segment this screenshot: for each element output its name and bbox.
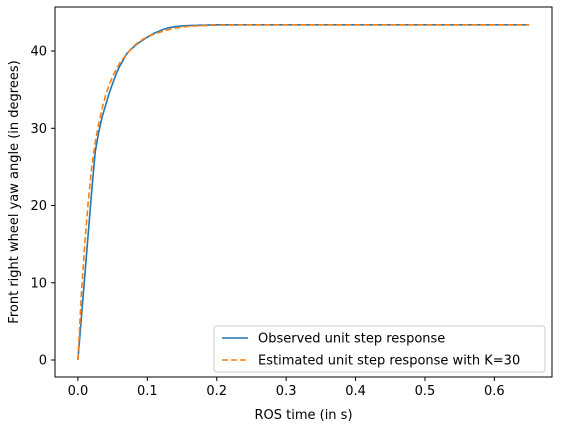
y-axis-label: Front right wheel yaw angle (in degrees): [7, 60, 22, 323]
legend: Observed unit step response Estimated un…: [213, 325, 546, 373]
axes-background: [55, 7, 552, 377]
x-axis-label: ROS time (in s): [254, 408, 352, 423]
y-tick-label: 40: [30, 45, 47, 60]
plot-area: [54, 6, 553, 378]
series-layer: [77, 23, 530, 361]
axes-frame: [54, 6, 553, 378]
y-tick-label: 10: [30, 276, 47, 291]
legend-label-estimated: Estimated unit step response with K=30: [258, 354, 520, 369]
series-line-estimated: [77, 23, 530, 361]
y-axis: 0 10 20 30 40: [30, 45, 55, 369]
x-tick-label: 0.5: [415, 384, 436, 399]
legend-box: [213, 325, 546, 373]
x-tick-label: 0.3: [276, 384, 297, 399]
x-tick-label: 0.6: [484, 384, 505, 399]
x-tick-label: 0.0: [68, 384, 89, 399]
x-tick-label: 0.4: [345, 384, 366, 399]
x-tick-label: 0.2: [206, 384, 227, 399]
y-tick-label: 30: [30, 122, 47, 137]
legend-label-observed: Observed unit step response: [258, 332, 445, 347]
x-axis: 0.0 0.1 0.2 0.3 0.4 0.5 0.6: [68, 377, 505, 399]
y-tick-label: 0: [39, 354, 47, 369]
y-tick-label: 20: [30, 199, 47, 214]
x-tick-label: 0.1: [137, 384, 158, 399]
